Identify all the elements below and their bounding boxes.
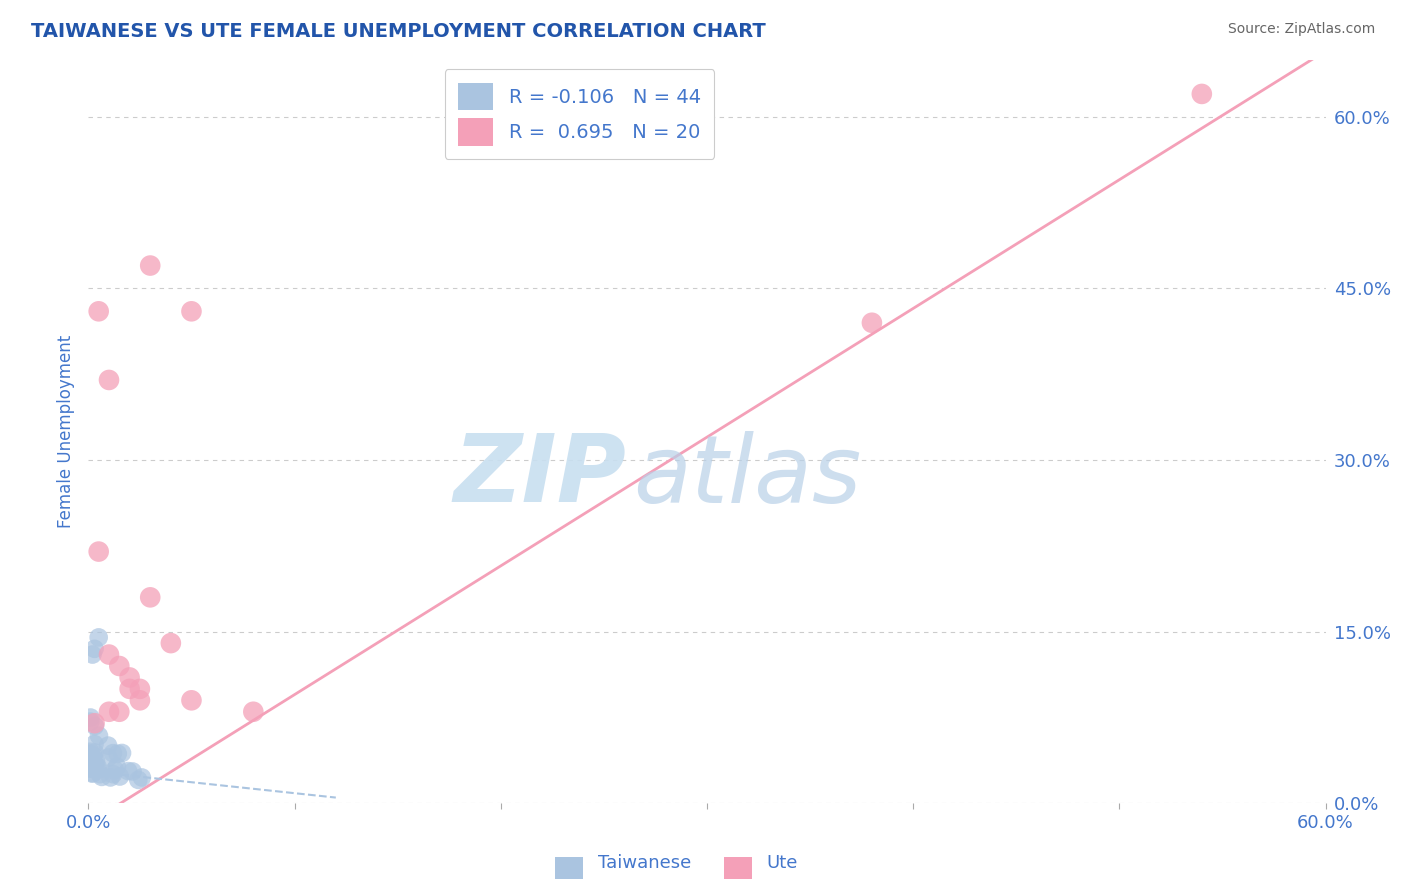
Point [98, 373, 121, 387]
Point [79, 758, 101, 772]
Point [108, 659, 131, 673]
Point [101, 746, 124, 760]
Point [97, 739, 120, 753]
Point [121, 764, 143, 779]
Point [79, 745, 101, 759]
Point [83, 761, 105, 775]
Text: Taiwanese: Taiwanese [598, 855, 690, 872]
Point [105, 760, 128, 774]
Point [160, 636, 183, 650]
Point [90, 770, 112, 784]
Point [180, 304, 202, 318]
Point [117, 764, 139, 778]
Point [107, 747, 129, 761]
Point [101, 767, 124, 781]
Text: ZIP: ZIP [454, 430, 627, 522]
Point [80, 751, 103, 765]
Point [89, 767, 111, 781]
Point [860, 316, 883, 330]
Point [80, 756, 103, 770]
Point [86, 763, 108, 777]
Point [118, 670, 141, 684]
Point [83, 756, 105, 770]
Point [83, 757, 105, 772]
Point [242, 705, 264, 719]
Point [79, 714, 101, 729]
Text: Source: ZipAtlas.com: Source: ZipAtlas.com [1227, 22, 1375, 37]
Point [82, 766, 104, 780]
Point [84, 719, 107, 733]
Point [129, 693, 152, 707]
Point [87, 304, 110, 318]
Legend: R = -0.106   N = 44, R =  0.695   N = 20: R = -0.106 N = 44, R = 0.695 N = 20 [444, 70, 714, 160]
Point [83, 641, 105, 656]
Point [98, 648, 121, 662]
Point [104, 763, 127, 777]
Point [84, 754, 107, 768]
Text: Ute: Ute [766, 855, 797, 872]
Y-axis label: Female Unemployment: Female Unemployment [58, 334, 75, 528]
Point [100, 771, 122, 785]
Text: atlas: atlas [633, 431, 860, 522]
Point [139, 259, 162, 273]
Point [108, 770, 131, 784]
Point [118, 681, 141, 696]
Point [82, 762, 104, 776]
Point [180, 693, 202, 707]
Point [82, 748, 104, 763]
Point [129, 681, 152, 696]
Point [127, 772, 149, 787]
Point [87, 729, 110, 743]
Point [83, 757, 105, 772]
Point [87, 631, 110, 645]
Point [87, 760, 110, 774]
Point [79, 756, 101, 771]
Point [108, 705, 131, 719]
Point [131, 771, 153, 785]
Point [83, 759, 105, 773]
Point [82, 648, 104, 662]
Point [98, 705, 121, 719]
Point [79, 710, 101, 724]
Point [83, 737, 105, 751]
Point [79, 762, 101, 776]
Text: TAIWANESE VS UTE FEMALE UNEMPLOYMENT CORRELATION CHART: TAIWANESE VS UTE FEMALE UNEMPLOYMENT COR… [31, 22, 766, 41]
Point [79, 747, 101, 761]
Point [87, 544, 110, 558]
Point [139, 591, 162, 605]
Point [111, 746, 134, 760]
Point [83, 746, 105, 760]
Point [83, 716, 105, 731]
Point [82, 765, 104, 780]
Point [97, 750, 120, 764]
Point [1191, 87, 1213, 101]
